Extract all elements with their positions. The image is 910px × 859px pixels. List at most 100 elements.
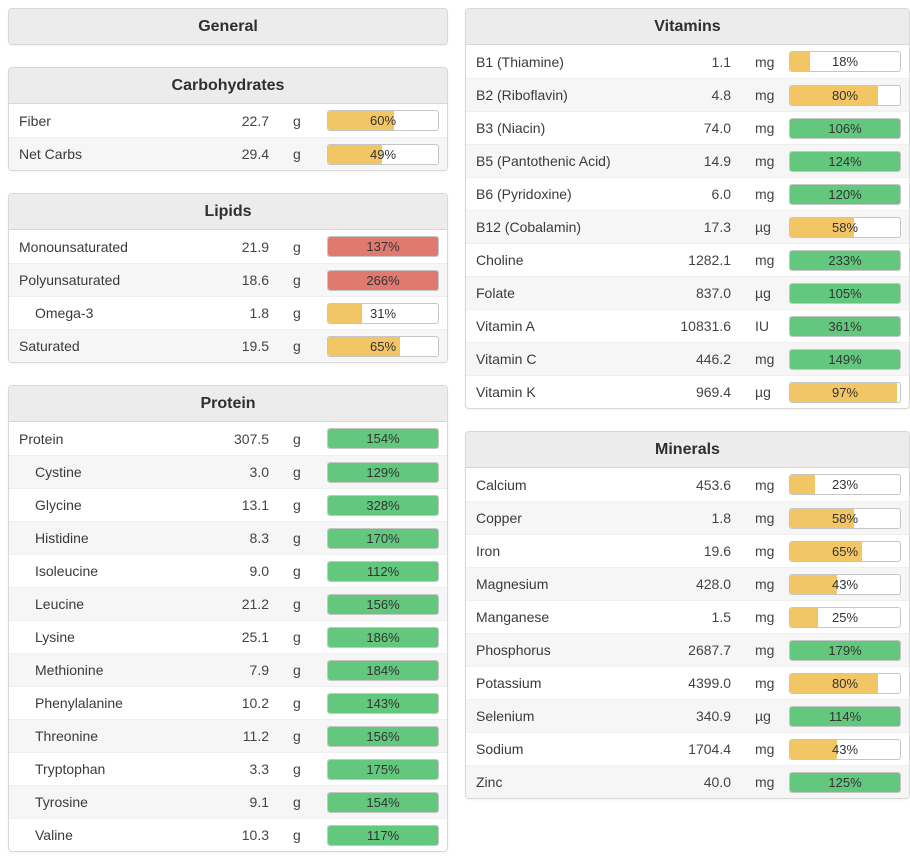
nutrient-value: 25.1 xyxy=(241,629,269,645)
nutrient-row[interactable]: Phosphorus 2687.7 mg 179% xyxy=(466,633,909,666)
nutrient-row[interactable]: B6 (Pyridoxine) 6.0 mg 120% xyxy=(466,177,909,210)
nutrient-value: 40.0 xyxy=(703,774,731,790)
progress-percent-label: 154% xyxy=(366,794,400,810)
nutrient-progress-bar: 80% xyxy=(789,672,901,694)
nutrient-row[interactable]: B5 (Pantothenic Acid) 14.9 mg 124% xyxy=(466,144,909,177)
nutrient-row[interactable]: Net Carbs 29.4 g 49% xyxy=(9,137,447,170)
nutrient-unit: g xyxy=(293,695,301,711)
nutrient-value: 3.0 xyxy=(249,464,269,480)
progress-fill xyxy=(790,607,818,627)
progress-percent-label: 156% xyxy=(366,596,400,612)
nutrient-row[interactable]: B12 (Cobalamin) 17.3 µg 58% xyxy=(466,210,909,243)
nutrient-row[interactable]: Glycine 13.1 g 328% xyxy=(9,488,447,521)
progress-percent-label: 60% xyxy=(369,113,397,128)
progress-percent-label: 175% xyxy=(366,761,400,777)
nutrient-progress-bar: 80% xyxy=(789,84,901,106)
panel-title-general: General xyxy=(9,9,447,44)
nutrient-row[interactable]: Folate 837.0 µg 105% xyxy=(466,276,909,309)
nutrient-row[interactable]: Calcium 453.6 mg 23% xyxy=(466,468,909,501)
progress-fill xyxy=(790,184,900,204)
nutrient-row[interactable]: Vitamin C 446.2 mg 149% xyxy=(466,342,909,375)
nutrient-row[interactable]: Tyrosine 9.1 g 154% xyxy=(9,785,447,818)
nutrient-row[interactable]: Histidine 8.3 g 170% xyxy=(9,521,447,554)
nutrient-label: Fiber xyxy=(19,112,51,129)
nutrient-row[interactable]: Omega-3 1.8 g 31% xyxy=(9,296,447,329)
nutrient-unit: mg xyxy=(755,609,775,625)
nutrient-row[interactable]: Lysine 25.1 g 186% xyxy=(9,620,447,653)
nutrient-progress-bar: 43% xyxy=(789,573,901,595)
nutrient-progress-bar: 124% xyxy=(789,150,901,172)
progress-fill xyxy=(328,594,438,614)
nutrient-row[interactable]: Potassium 4399.0 mg 80% xyxy=(466,666,909,699)
nutrient-unit: mg xyxy=(755,252,775,268)
nutrient-unit: mg xyxy=(755,675,775,691)
nutrient-row[interactable]: Tryptophan 3.3 g 175% xyxy=(9,752,447,785)
nutrient-row[interactable]: B2 (Riboflavin) 4.8 mg 80% xyxy=(466,78,909,111)
progress-fill xyxy=(790,574,838,594)
progress-fill xyxy=(328,336,400,356)
nutrient-row[interactable]: Monounsaturated 21.9 g 137% xyxy=(9,230,447,263)
nutrient-row[interactable]: Copper 1.8 mg 58% xyxy=(466,501,909,534)
nutrient-row[interactable]: Saturated 19.5 g 65% xyxy=(9,329,447,362)
nutrient-label: Valine xyxy=(35,827,73,843)
nutrient-unit: g xyxy=(293,238,301,255)
nutrient-row[interactable]: B1 (Thiamine) 1.1 mg 18% xyxy=(466,45,909,78)
nutrient-unit: g xyxy=(293,338,301,354)
nutrient-row[interactable]: Cystine 3.0 g 129% xyxy=(9,455,447,488)
nutrient-progress-bar: 23% xyxy=(789,474,901,495)
nutrient-row[interactable]: Isoleucine 9.0 g 112% xyxy=(9,554,447,587)
progress-fill xyxy=(790,739,838,759)
nutrient-label: Saturated xyxy=(19,338,80,354)
progress-fill xyxy=(328,726,438,746)
nutrient-progress-bar: 266% xyxy=(327,269,439,291)
nutrient-row[interactable]: Vitamin A 10831.6 IU 361% xyxy=(466,309,909,342)
nutrient-progress-bar: 65% xyxy=(327,335,439,357)
nutrient-row[interactable]: Methionine 7.9 g 184% xyxy=(9,653,447,686)
nutrient-row[interactable]: Threonine 11.2 g 156% xyxy=(9,719,447,752)
nutrient-row[interactable]: Protein 307.5 g 154% xyxy=(9,422,447,455)
nutrient-label: Choline xyxy=(476,252,524,268)
progress-fill xyxy=(328,237,438,256)
progress-percent-label: 25% xyxy=(831,609,859,625)
progress-fill xyxy=(328,429,438,448)
nutrient-row[interactable]: Polyunsaturated 18.6 g 266% xyxy=(9,263,447,296)
nutrient-progress-bar: 361% xyxy=(789,315,901,337)
nutrient-label: Polyunsaturated xyxy=(19,272,121,288)
progress-percent-label: 125% xyxy=(828,774,862,790)
nutrient-row[interactable]: Selenium 340.9 µg 114% xyxy=(466,699,909,732)
nutrient-label: Folate xyxy=(476,285,515,301)
nutrient-row[interactable]: Magnesium 428.0 mg 43% xyxy=(466,567,909,600)
nutrient-value: 1.8 xyxy=(711,510,731,526)
nutrient-row[interactable]: Sodium 1704.4 mg 43% xyxy=(466,732,909,765)
nutrient-value: 969.4 xyxy=(695,384,731,400)
nutrient-unit: mg xyxy=(755,351,775,367)
progress-percent-label: 179% xyxy=(828,642,862,658)
progress-percent-label: 106% xyxy=(828,120,862,136)
nutrient-label: Protein xyxy=(19,430,64,447)
nutrient-row[interactable]: Valine 10.3 g 117% xyxy=(9,818,447,851)
nutrient-row[interactable]: Fiber 22.7 g 60% xyxy=(9,104,447,137)
nutrient-row[interactable]: Vitamin K 969.4 µg 97% xyxy=(466,375,909,408)
nutrient-row[interactable]: Phenylalanine 10.2 g 143% xyxy=(9,686,447,719)
nutrient-unit: µg xyxy=(755,285,771,301)
progress-percent-label: 65% xyxy=(369,338,397,354)
nutrient-row[interactable]: Zinc 40.0 mg 125% xyxy=(466,765,909,798)
nutrient-value: 453.6 xyxy=(695,476,731,493)
nutrient-row[interactable]: Leucine 21.2 g 156% xyxy=(9,587,447,620)
nutrient-unit: g xyxy=(293,530,301,546)
nutrient-progress-bar: 156% xyxy=(327,593,439,615)
progress-percent-label: 124% xyxy=(828,153,862,169)
nutrient-progress-bar: 60% xyxy=(327,110,439,131)
nutrient-value: 17.3 xyxy=(703,219,731,235)
nutrient-progress-bar: 154% xyxy=(327,428,439,449)
nutrient-progress-bar: 233% xyxy=(789,249,901,271)
nutrient-row[interactable]: Choline 1282.1 mg 233% xyxy=(466,243,909,276)
nutrient-label: Sodium xyxy=(476,741,524,757)
nutrient-row[interactable]: Manganese 1.5 mg 25% xyxy=(466,600,909,633)
nutrient-label: B2 (Riboflavin) xyxy=(476,87,568,103)
panel-minerals: Minerals Calcium 453.6 mg 23% Copper 1.8 mg 58%… xyxy=(465,431,910,799)
nutrient-row[interactable]: Iron 19.6 mg 65% xyxy=(466,534,909,567)
nutrient-row[interactable]: B3 (Niacin) 74.0 mg 106% xyxy=(466,111,909,144)
nutrient-unit: g xyxy=(293,596,301,612)
nutrient-progress-bar: 25% xyxy=(789,606,901,628)
